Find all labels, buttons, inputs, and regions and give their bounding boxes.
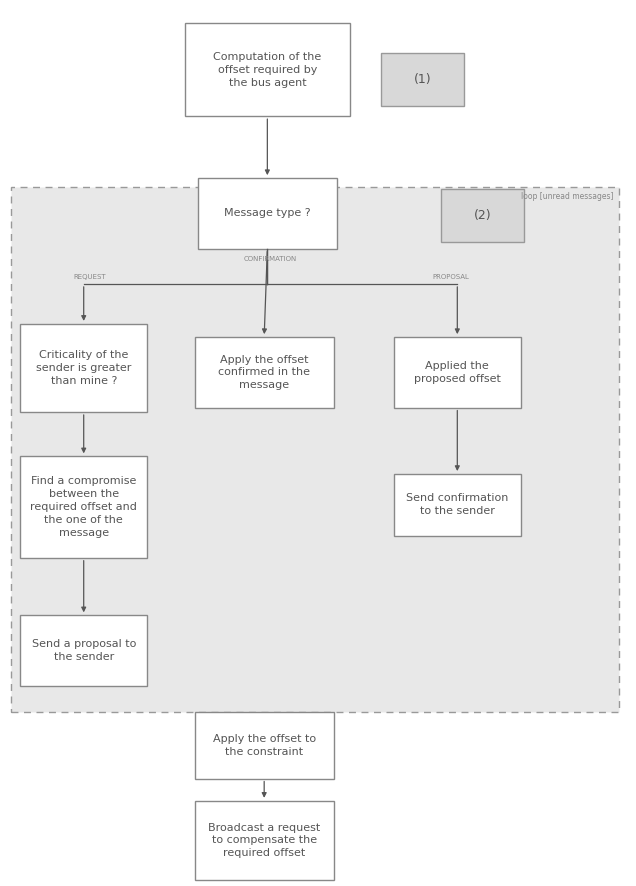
- Text: REQUEST: REQUEST: [74, 275, 106, 281]
- Text: PROPOSAL: PROPOSAL: [432, 275, 469, 281]
- Bar: [195, 801, 334, 880]
- Text: Message type ?: Message type ?: [224, 208, 310, 218]
- Text: Apply the offset
confirmed in the
message: Apply the offset confirmed in the messag…: [218, 354, 310, 390]
- Bar: [394, 474, 521, 536]
- Text: (1): (1): [413, 73, 431, 86]
- Text: Applied the
proposed offset: Applied the proposed offset: [414, 361, 501, 384]
- Bar: [20, 456, 147, 558]
- Text: Computation of the
offset required by
the bus agent: Computation of the offset required by th…: [213, 52, 321, 88]
- Text: Criticality of the
sender is greater
than mine ?: Criticality of the sender is greater tha…: [36, 350, 132, 385]
- Text: Find a compromise
between the
required offset and
the one of the
message: Find a compromise between the required o…: [31, 477, 137, 538]
- Bar: [185, 23, 350, 116]
- Text: (2): (2): [474, 208, 492, 222]
- Bar: [195, 712, 334, 779]
- Text: Send a proposal to
the sender: Send a proposal to the sender: [32, 639, 136, 662]
- Bar: [20, 615, 147, 686]
- Text: Broadcast a request
to compensate the
required offset: Broadcast a request to compensate the re…: [208, 822, 321, 859]
- Bar: [382, 52, 464, 105]
- Bar: [198, 178, 337, 249]
- Text: Apply the offset to
the constraint: Apply the offset to the constraint: [212, 734, 315, 757]
- Bar: [20, 323, 147, 412]
- Text: loop [unread messages]: loop [unread messages]: [522, 192, 614, 201]
- Bar: [11, 187, 619, 712]
- Bar: [195, 337, 334, 408]
- Text: CONFIRMATION: CONFIRMATION: [244, 256, 297, 261]
- Bar: [394, 337, 521, 408]
- Text: Send confirmation
to the sender: Send confirmation to the sender: [406, 494, 509, 517]
- Bar: [441, 189, 524, 242]
